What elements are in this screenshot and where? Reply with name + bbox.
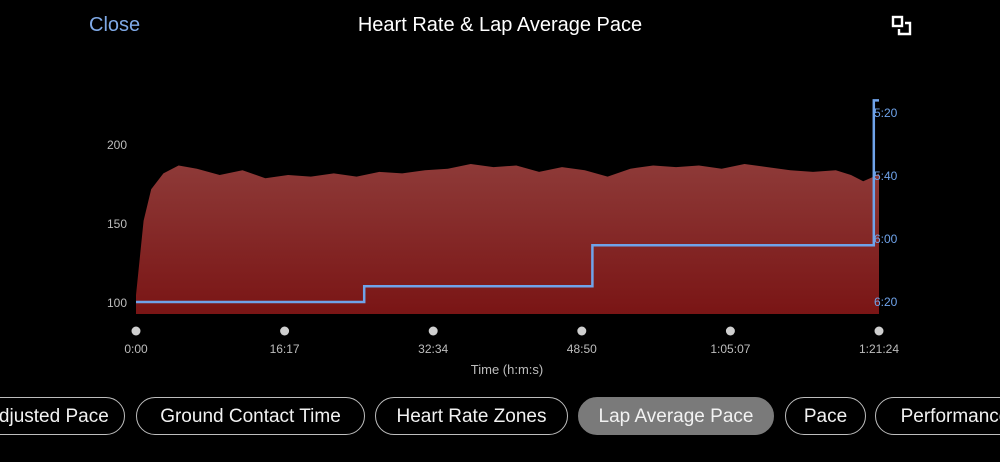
tab-lap-average-pace[interactable]: Lap Average Pace (578, 397, 774, 435)
lap-pace-line (136, 99, 879, 304)
chart-type-tabs: Adjusted Pace Ground Contact Time Heart … (0, 397, 1000, 439)
x-tick-dot (874, 326, 884, 336)
pace-tick-label: 6:00 (874, 232, 898, 246)
pace-tick-label: 5:20 (874, 106, 898, 120)
pace-tick-label: 5:40 (874, 169, 898, 183)
x-tick-label: 32:34 (418, 342, 448, 356)
expand-icon[interactable] (890, 14, 914, 38)
x-tick-label: 16:17 (270, 342, 300, 356)
x-tick-dot (280, 326, 290, 336)
x-tick-dot (131, 326, 141, 336)
y-tick-label: 150 (107, 217, 127, 231)
x-tick-label: 48:50 (567, 342, 597, 356)
tab-performance[interactable]: Performance (875, 397, 1000, 435)
y-tick-label: 200 (107, 138, 127, 152)
close-button[interactable]: Close (89, 14, 141, 36)
heart-rate-area (136, 164, 879, 314)
x-axis-title: Time (h:m:s) (471, 362, 543, 377)
tab-ground-contact-time[interactable]: Ground Contact Time (136, 397, 365, 435)
pace-tick-label: 6:20 (874, 295, 898, 309)
y-tick-label: 100 (107, 296, 127, 310)
hr-pace-chart: 100 150 200 5:20 5:40 6:00 6:20 0:00 16:17 32:3… (107, 99, 899, 377)
x-tick-label: 1:21:24 (859, 342, 899, 356)
x-tick-label: 1:05:07 (710, 342, 750, 356)
x-tick-dot (725, 326, 735, 336)
page-title: Heart Rate & Lap Average Pace (357, 14, 643, 36)
tab-pace[interactable]: Pace (785, 397, 866, 435)
tab-heart-rate-zones[interactable]: Heart Rate Zones (375, 397, 568, 435)
x-tick-dot (577, 326, 587, 336)
tab-adjusted-pace[interactable]: Adjusted Pace (0, 397, 125, 435)
x-tick-label: 0:00 (124, 342, 148, 356)
x-tick-dot (428, 326, 438, 336)
